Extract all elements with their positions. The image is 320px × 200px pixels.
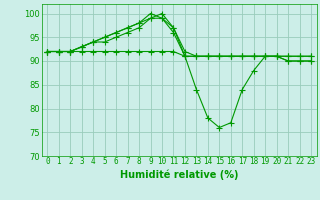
X-axis label: Humidité relative (%): Humidité relative (%)	[120, 169, 238, 180]
